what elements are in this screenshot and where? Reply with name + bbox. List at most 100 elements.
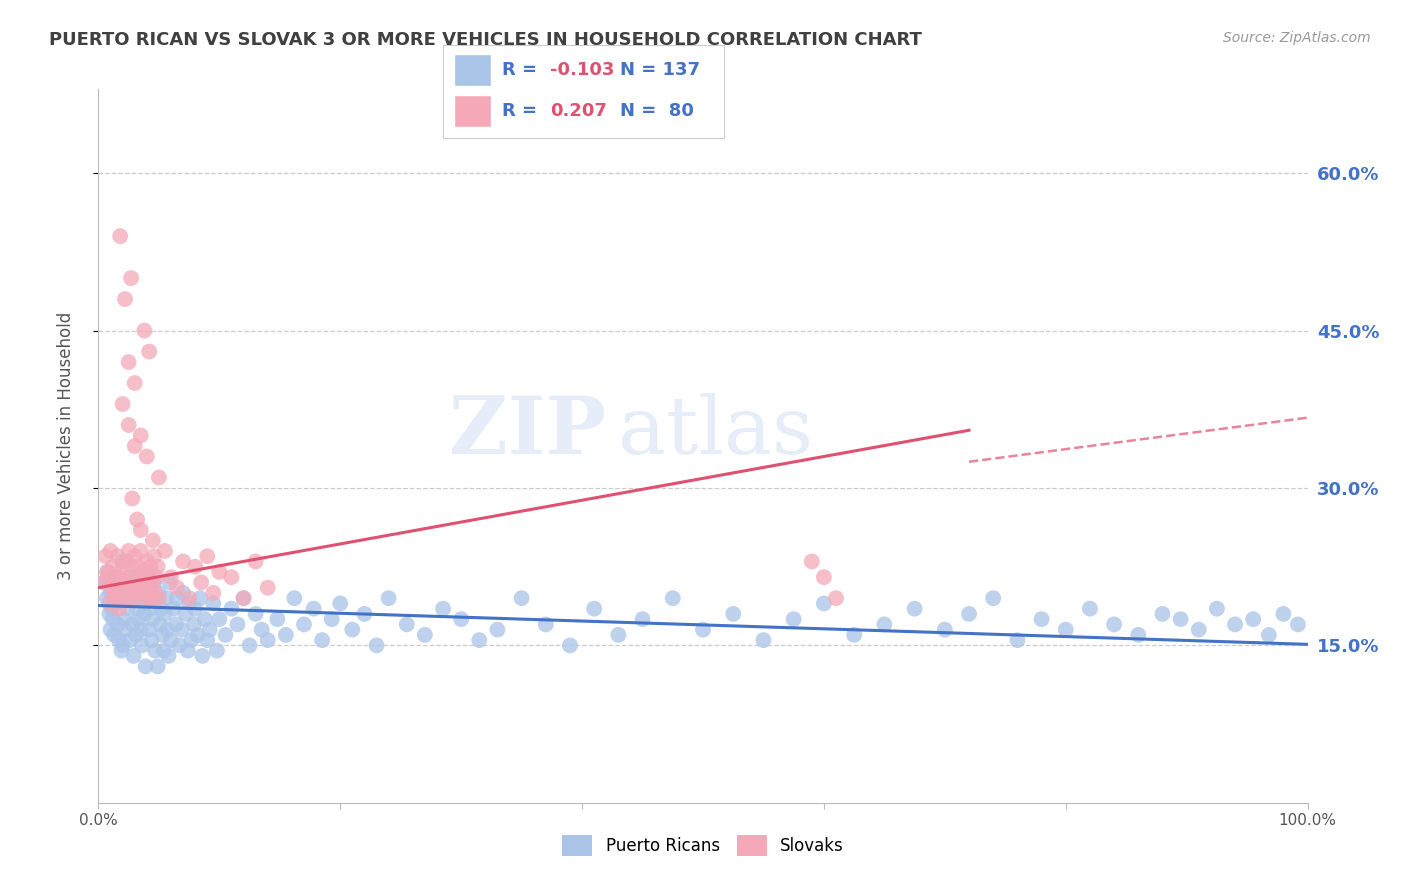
Point <box>111 639 134 653</box>
Point <box>149 617 172 632</box>
Point <box>110 643 132 657</box>
Point <box>122 648 145 663</box>
Point <box>190 575 212 590</box>
Point <box>1054 623 1077 637</box>
Point <box>184 601 207 615</box>
Point <box>353 607 375 621</box>
Point <box>221 601 243 615</box>
Point <box>292 617 315 632</box>
Point <box>432 601 454 615</box>
Point <box>118 633 141 648</box>
Point <box>134 575 156 590</box>
Point <box>117 586 139 600</box>
Point <box>202 586 225 600</box>
Point <box>153 544 176 558</box>
Legend: Puerto Ricans, Slovaks: Puerto Ricans, Slovaks <box>555 829 851 863</box>
Point <box>904 601 927 615</box>
Point <box>118 575 141 590</box>
Point <box>117 601 139 615</box>
Point <box>104 570 127 584</box>
Point <box>583 601 606 615</box>
Point <box>283 591 305 606</box>
Point <box>97 565 120 579</box>
Point <box>101 612 124 626</box>
Point <box>139 559 162 574</box>
Point <box>1078 601 1101 615</box>
Point <box>195 549 218 564</box>
Point <box>111 554 134 568</box>
Point <box>1102 617 1125 632</box>
Point <box>256 633 278 648</box>
Point <box>100 544 122 558</box>
Point <box>125 575 148 590</box>
Point <box>183 617 205 632</box>
Point <box>96 565 118 579</box>
Point <box>245 607 267 621</box>
Point <box>143 586 166 600</box>
Point <box>112 591 135 606</box>
Point <box>782 612 804 626</box>
Point <box>156 623 179 637</box>
Point <box>1223 617 1246 632</box>
Point <box>152 643 174 657</box>
Point <box>934 623 956 637</box>
Text: atlas: atlas <box>619 392 814 471</box>
Point <box>129 523 152 537</box>
Point <box>143 643 166 657</box>
Point <box>981 591 1004 606</box>
Point <box>198 623 221 637</box>
Point <box>93 575 115 590</box>
Point <box>120 271 142 285</box>
Point <box>121 559 143 574</box>
Point <box>813 570 835 584</box>
Point <box>145 591 167 606</box>
Point <box>124 570 146 584</box>
Point <box>468 633 491 648</box>
Point <box>127 559 149 574</box>
Point <box>1128 628 1150 642</box>
Point <box>142 575 165 590</box>
Point <box>108 581 131 595</box>
Text: PUERTO RICAN VS SLOVAK 3 OR MORE VEHICLES IN HOUSEHOLD CORRELATION CHART: PUERTO RICAN VS SLOVAK 3 OR MORE VEHICLE… <box>49 31 922 49</box>
Text: R =: R = <box>502 61 543 78</box>
Text: N = 137: N = 137 <box>620 61 700 78</box>
Point <box>221 570 243 584</box>
Point <box>103 628 125 642</box>
Point <box>157 648 180 663</box>
Point <box>534 617 557 632</box>
Point <box>152 628 174 642</box>
Point <box>148 586 170 600</box>
Point <box>100 586 122 600</box>
Text: 0.207: 0.207 <box>550 102 606 120</box>
Point <box>844 628 866 642</box>
Point <box>107 617 129 632</box>
Point <box>132 581 155 595</box>
Point <box>1286 617 1309 632</box>
Point <box>141 591 163 606</box>
Point <box>172 554 194 568</box>
Point <box>136 565 159 579</box>
Point <box>723 607 745 621</box>
Point <box>122 591 145 606</box>
Point <box>110 581 132 595</box>
Point <box>873 617 896 632</box>
Point <box>607 628 630 642</box>
Point <box>752 633 775 648</box>
Point <box>302 601 325 615</box>
Point <box>135 591 157 606</box>
Point <box>226 617 249 632</box>
Point <box>1272 607 1295 621</box>
Point <box>138 344 160 359</box>
Point <box>191 648 214 663</box>
Point <box>136 570 159 584</box>
Point <box>450 612 472 626</box>
Point <box>121 491 143 506</box>
Point <box>143 549 166 564</box>
Point <box>174 607 197 621</box>
Point <box>114 575 136 590</box>
Point <box>120 581 142 595</box>
Point <box>170 623 193 637</box>
Point <box>1007 633 1029 648</box>
Point <box>98 607 121 621</box>
Point <box>177 643 200 657</box>
